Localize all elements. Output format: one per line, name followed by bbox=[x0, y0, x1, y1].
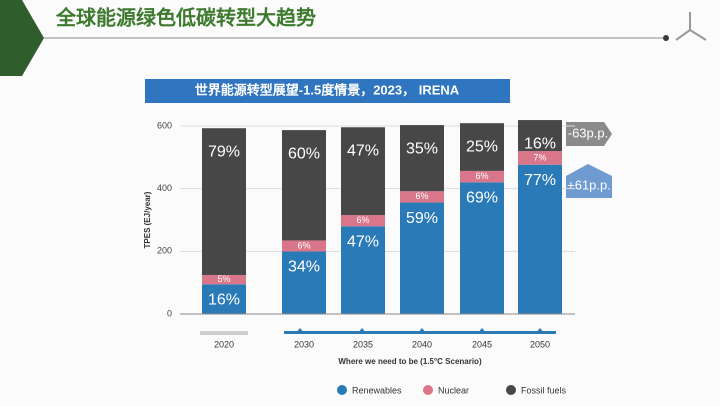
value-label: 6% bbox=[415, 191, 428, 201]
chart-banner bbox=[145, 79, 510, 103]
chart-title: 世界能源转型展望-1.5度情景，2023， IRENA bbox=[195, 82, 460, 97]
value-label: 59% bbox=[406, 210, 438, 227]
annotation: +61p.p. bbox=[567, 177, 611, 192]
bar-segment bbox=[400, 202, 444, 314]
legend-swatch bbox=[506, 385, 516, 395]
bar-segment bbox=[460, 182, 504, 314]
bar-segment bbox=[282, 240, 326, 252]
bar-segment bbox=[460, 123, 504, 171]
bar-segment bbox=[282, 130, 326, 241]
legend-label: Fossil fuels bbox=[521, 385, 567, 395]
value-label: 34% bbox=[288, 259, 320, 276]
legend-swatch bbox=[337, 385, 347, 395]
annotation-box bbox=[566, 122, 612, 146]
x-tick-label: 2050 bbox=[530, 339, 550, 349]
value-label: 79% bbox=[208, 143, 240, 160]
baseline-bar bbox=[200, 331, 248, 335]
y-tick-label: 400 bbox=[157, 183, 172, 193]
bar-segment bbox=[282, 251, 326, 314]
value-label: 7% bbox=[533, 152, 546, 162]
bar-segment bbox=[202, 274, 246, 285]
y-tick-label: 200 bbox=[157, 246, 172, 256]
bar-segment bbox=[460, 170, 504, 183]
bar-segment bbox=[518, 151, 562, 165]
annotation: -63p.p. bbox=[568, 125, 608, 140]
logo bbox=[675, 12, 707, 41]
bar-segment bbox=[518, 120, 562, 152]
x-tick-label: 2020 bbox=[214, 339, 234, 349]
title-dot bbox=[663, 35, 669, 41]
value-label: 16% bbox=[524, 135, 556, 152]
bar-segment bbox=[202, 128, 246, 275]
y-tick-label: 600 bbox=[157, 120, 172, 130]
annotation-box bbox=[566, 164, 612, 198]
value-label: 6% bbox=[356, 215, 369, 225]
bar-segment bbox=[341, 215, 385, 227]
y-axis-label: TPES (EJ/year) bbox=[143, 191, 152, 248]
bar-segment bbox=[202, 284, 246, 314]
value-label: 69% bbox=[466, 190, 498, 207]
scenario-markers bbox=[295, 328, 545, 334]
value-label: 77% bbox=[524, 172, 556, 189]
value-label: 35% bbox=[406, 140, 438, 157]
slide-title: 全球能源绿色低碳转型大趋势 bbox=[55, 5, 316, 29]
bar-segment bbox=[400, 125, 444, 192]
bar-segment bbox=[341, 226, 385, 314]
x-axis-label: Where we need to be (1.5°C Scenario) bbox=[338, 357, 482, 366]
x-tick-label: 2045 bbox=[472, 339, 492, 349]
legend-label: Nuclear bbox=[438, 385, 469, 395]
x-tick-label: 2035 bbox=[353, 339, 373, 349]
value-label: 6% bbox=[475, 171, 488, 181]
x-tick-label: 2040 bbox=[412, 339, 432, 349]
y-tick-label: 0 bbox=[167, 308, 172, 318]
value-label: 47% bbox=[347, 233, 379, 250]
value-label: 25% bbox=[466, 138, 498, 155]
bar-segment bbox=[341, 127, 385, 216]
x-tick-label: 2030 bbox=[294, 339, 314, 349]
title-accent bbox=[0, 0, 44, 76]
value-label: 60% bbox=[288, 145, 320, 162]
value-label: 47% bbox=[347, 142, 379, 159]
legend-label: Renewables bbox=[352, 385, 402, 395]
bar-segment bbox=[518, 164, 562, 314]
value-label: 16% bbox=[208, 291, 240, 308]
bar-segment bbox=[400, 191, 444, 203]
legend-swatch bbox=[423, 385, 433, 395]
value-label: 5% bbox=[217, 274, 230, 284]
value-label: 6% bbox=[297, 240, 310, 250]
